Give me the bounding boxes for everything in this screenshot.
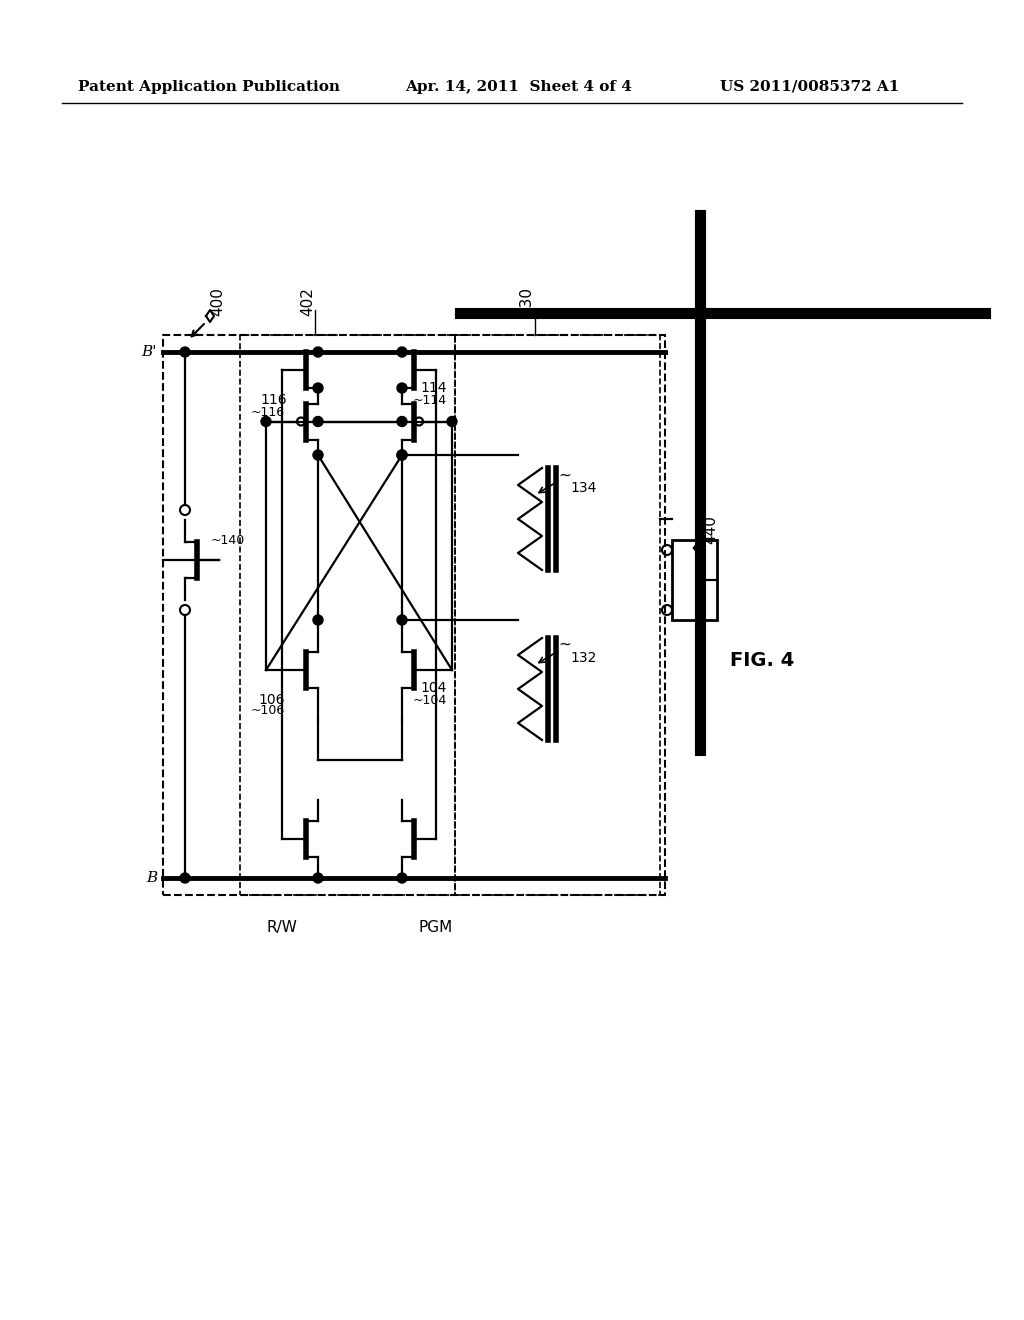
Circle shape	[313, 383, 323, 393]
Text: 106: 106	[258, 693, 285, 708]
Circle shape	[313, 347, 323, 356]
Circle shape	[397, 383, 407, 393]
Text: ~104: ~104	[413, 693, 447, 706]
Bar	[240, 335, 455, 895]
Circle shape	[397, 450, 407, 459]
Text: ~114: ~114	[413, 393, 447, 407]
Circle shape	[397, 615, 407, 624]
Text: US 2011/0085372 A1: US 2011/0085372 A1	[720, 81, 899, 94]
Circle shape	[313, 615, 323, 624]
Text: ~: ~	[558, 467, 570, 483]
Text: PGM: PGM	[419, 920, 454, 935]
Text: B: B	[145, 871, 157, 884]
Bar	[163, 335, 665, 895]
Circle shape	[180, 873, 190, 883]
Bar	[455, 335, 660, 895]
Circle shape	[180, 347, 190, 356]
Text: 132: 132	[570, 651, 596, 665]
Circle shape	[313, 873, 323, 883]
Text: Apr. 14, 2011  Sheet 4 of 4: Apr. 14, 2011 Sheet 4 of 4	[406, 81, 632, 94]
Text: ~140: ~140	[211, 533, 246, 546]
Text: B': B'	[141, 345, 157, 359]
Bar	[672, 540, 717, 620]
Circle shape	[397, 347, 407, 356]
Text: 104: 104	[420, 681, 446, 696]
Circle shape	[397, 450, 407, 459]
Circle shape	[261, 417, 271, 426]
Text: Patent Application Publication: Patent Application Publication	[78, 81, 340, 94]
Text: ~116: ~116	[251, 405, 285, 418]
Text: 402: 402	[300, 288, 315, 317]
Circle shape	[397, 873, 407, 883]
Text: ~: ~	[558, 636, 570, 652]
Text: 134: 134	[570, 480, 596, 495]
Text: FIG. 4: FIG. 4	[730, 651, 795, 669]
Text: 116: 116	[260, 393, 287, 407]
Circle shape	[313, 450, 323, 459]
Text: 430: 430	[519, 288, 535, 317]
Text: 440: 440	[703, 516, 718, 544]
Text: ~106: ~106	[251, 704, 286, 717]
Circle shape	[313, 417, 323, 426]
Circle shape	[397, 417, 407, 426]
Circle shape	[447, 417, 457, 426]
Text: 114: 114	[420, 381, 446, 395]
Text: 400: 400	[211, 288, 225, 317]
Text: R/W: R/W	[266, 920, 297, 935]
